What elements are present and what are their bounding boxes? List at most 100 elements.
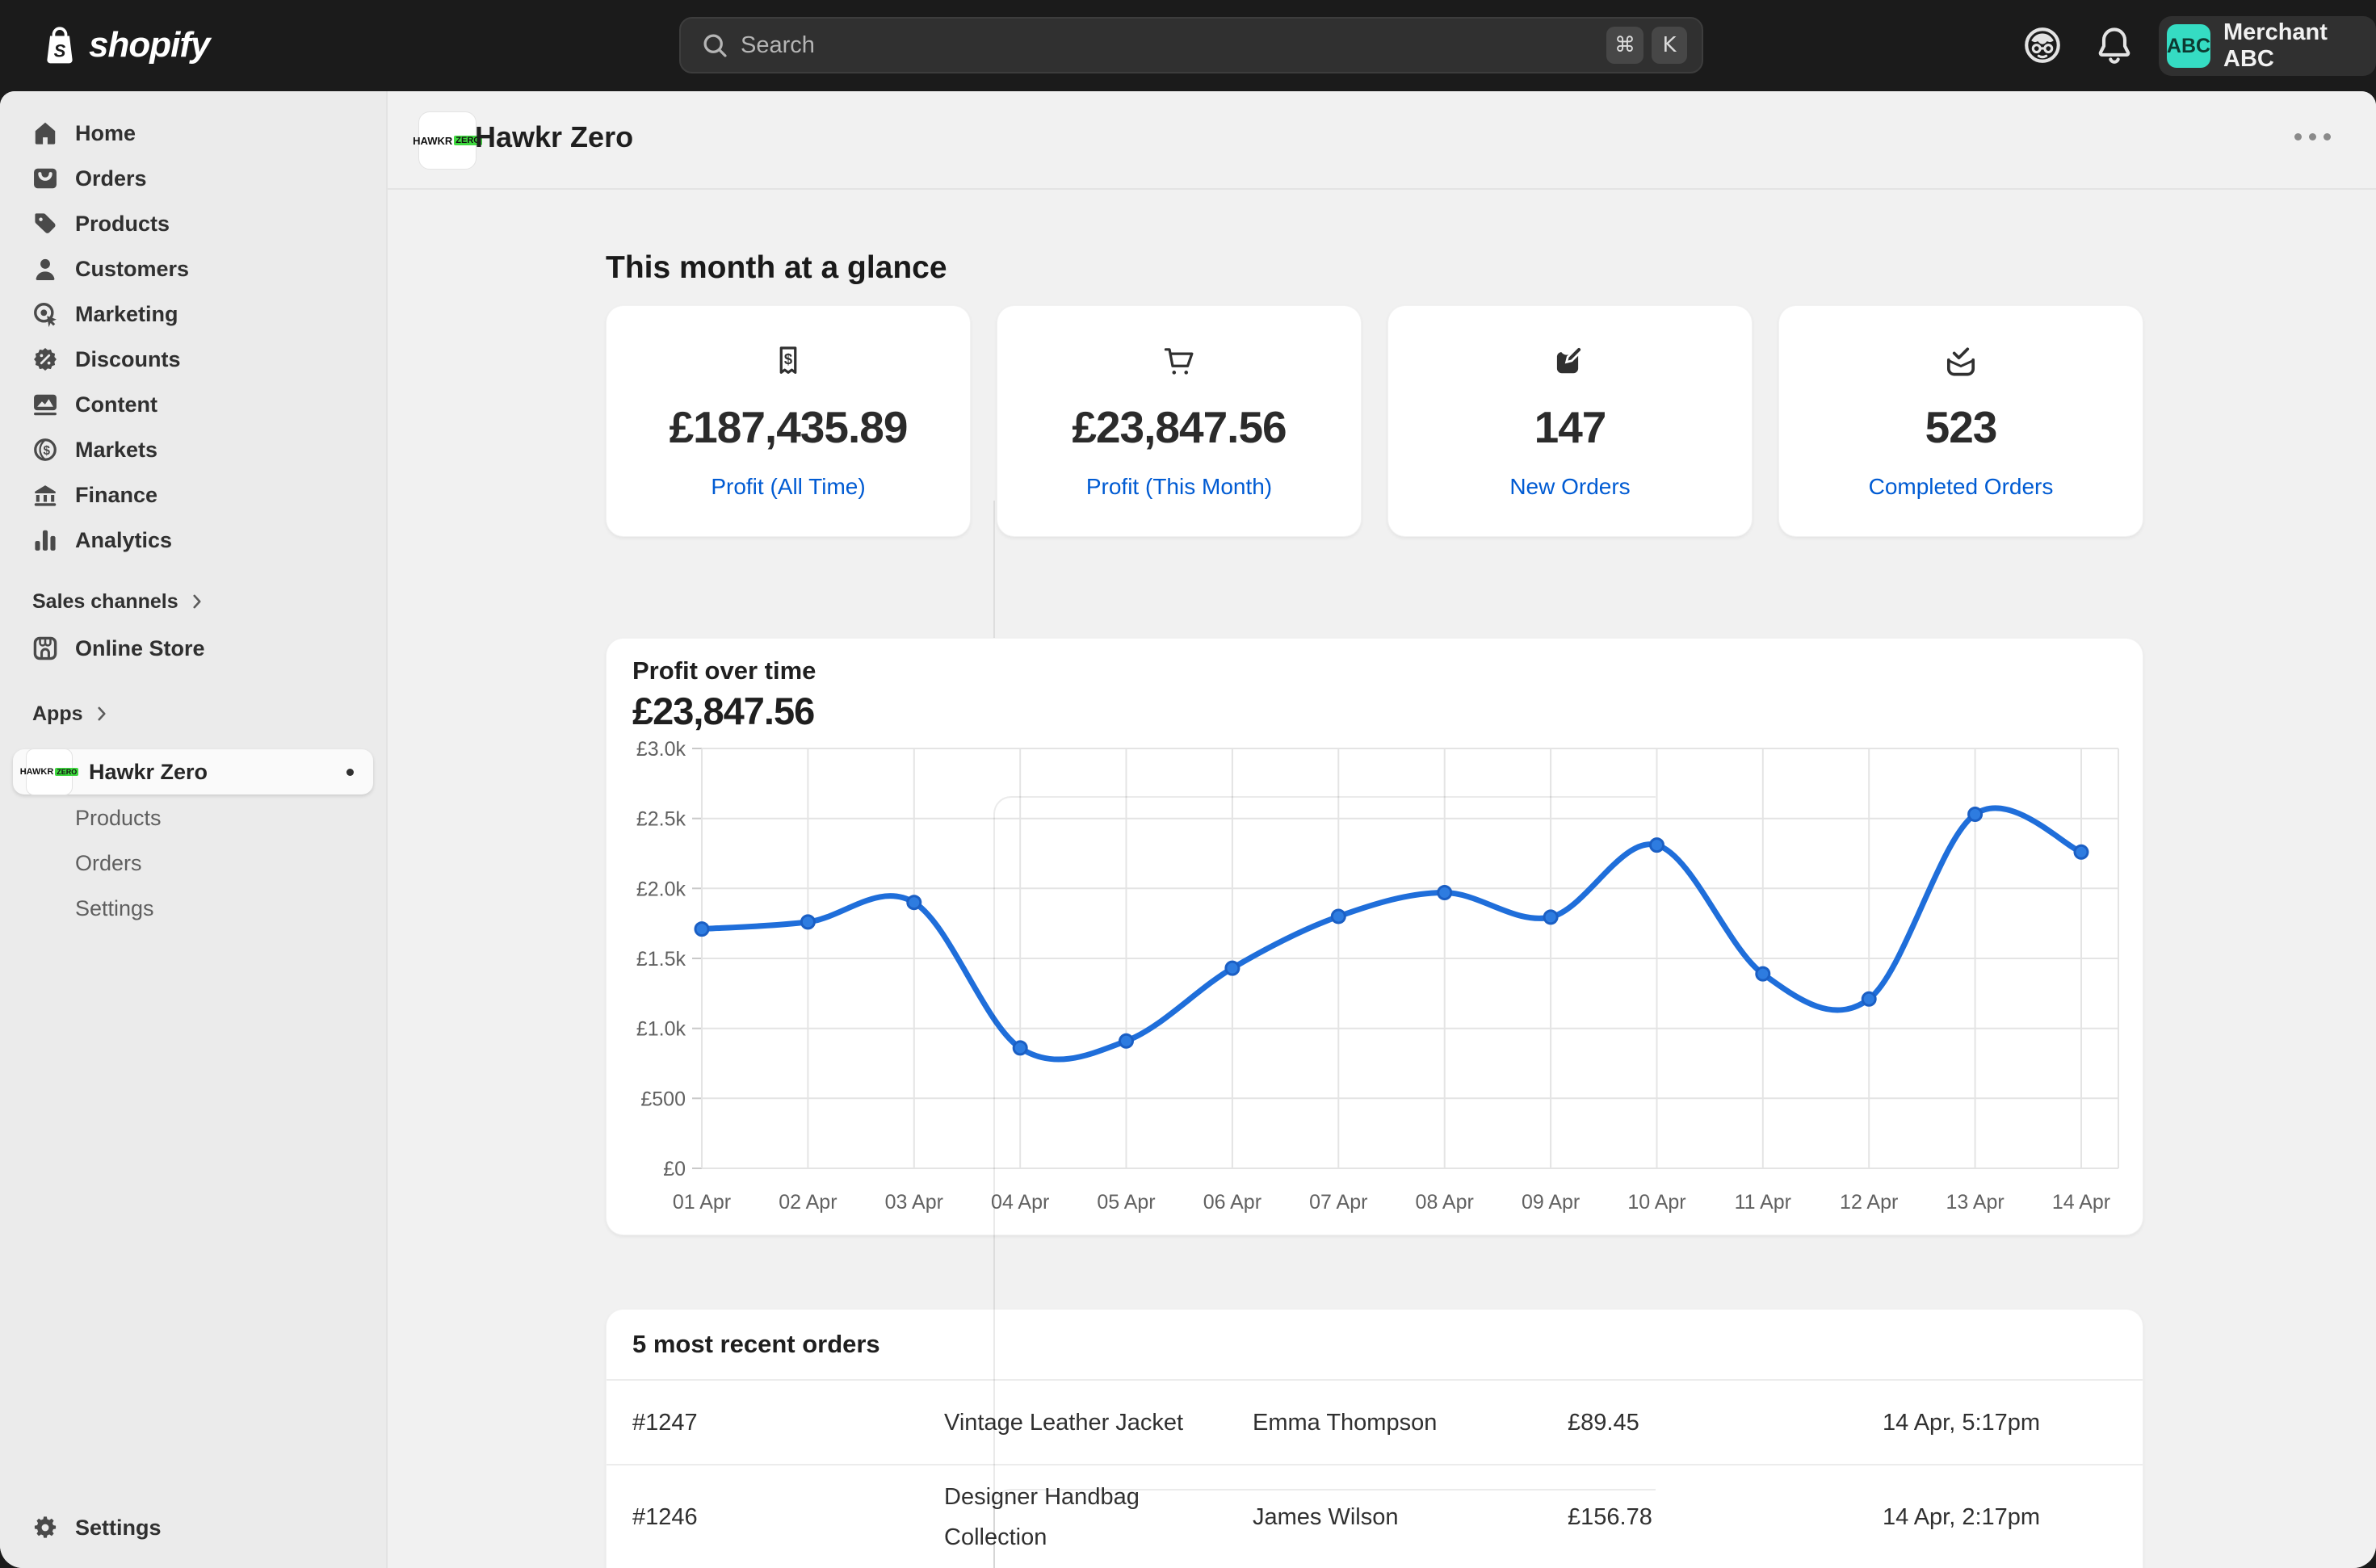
sidebar-subitem-orders[interactable]: Orders (13, 841, 373, 886)
stat-value: 147 (1534, 401, 1607, 452)
search-placeholder: Search (741, 31, 815, 58)
page-header: HAWKR ZERO Hawkr Zero (388, 91, 2376, 190)
sidebar-section-sales-channels[interactable]: Sales channels (32, 581, 208, 622)
sidebar-item-hawkr-zero[interactable]: HAWKR ZERO Hawkr Zero (13, 748, 373, 795)
sidebar-item-label: Finance (75, 482, 158, 507)
merchant-account-button[interactable]: ABC Merchant ABC (2159, 16, 2376, 76)
sidebar-item-online-store-wrap: Online Store (0, 626, 386, 671)
sidebar-nav: Home Orders Products Customers Marketing Disc… (0, 111, 386, 563)
notification-dot (346, 768, 354, 776)
stat-card-profit-this-month-: £23,847.56 Profit (This Month) (997, 305, 1362, 537)
sidebar-item-label: Orders (75, 166, 147, 191)
svg-text:09 Apr: 09 Apr (1522, 1191, 1580, 1214)
sidebar-item-markets[interactable]: $ Markets (13, 427, 373, 472)
search-input[interactable]: Search ⌘ K (679, 17, 1703, 73)
chart-total-value: £23,847.56 (632, 690, 815, 732)
hawkr-zero-label: Hawkr Zero (89, 759, 208, 784)
svg-text:£2.0k: £2.0k (636, 878, 686, 900)
orders-title: 5 most recent orders (632, 1330, 880, 1358)
sidebar-subitem-products[interactable]: Products (13, 795, 373, 841)
order-date: 14 Apr, 2:17pm (1883, 1504, 2041, 1530)
sidebar-subitem-label: Orders (75, 850, 142, 875)
apps-label: Apps (32, 702, 83, 725)
svg-text:02 Apr: 02 Apr (779, 1191, 837, 1214)
topbar: S shopify Search ⌘ K ABC Merchant ABC (0, 0, 2376, 91)
svg-text:07 Apr: 07 Apr (1309, 1191, 1367, 1214)
svg-text:12 Apr: 12 Apr (1840, 1191, 1898, 1214)
stat-card-profit-all-time-: $ £187,435.89 Profit (All Time) (606, 305, 971, 537)
svg-text:$: $ (784, 350, 792, 367)
home-icon (31, 119, 59, 147)
order-id: #1246 (632, 1504, 698, 1530)
analytics-icon (31, 526, 59, 554)
kbd-k: K (1652, 27, 1687, 64)
sidebar-item-label: Home (75, 120, 136, 145)
orders-table: #1247 Vintage Leather Jacket Emma Thompson… (607, 1379, 2143, 1568)
stat-link[interactable]: Profit (This Month) (1085, 473, 1273, 499)
stat-card-new-orders: 147 New Orders (1387, 305, 1753, 537)
stat-value: £187,435.89 (669, 401, 909, 452)
hawkr-zero-app-icon: HAWKR ZERO (20, 748, 79, 795)
sidebar-item-marketing[interactable]: Marketing (13, 291, 373, 337)
svg-text:05 Apr: 05 Apr (1097, 1191, 1155, 1214)
cart-icon (1161, 343, 1198, 380)
order-check-icon (1942, 343, 1979, 380)
shopify-wordmark: shopify (89, 25, 210, 65)
order-price: £156.78 (1568, 1504, 1652, 1530)
search-icon (700, 31, 729, 60)
sidebar-item-analytics[interactable]: Analytics (13, 518, 373, 563)
svg-text:14 Apr: 14 Apr (2052, 1191, 2110, 1214)
sidebar-item-finance[interactable]: Finance (13, 472, 373, 518)
svg-text:£0: £0 (663, 1158, 686, 1180)
svg-text:£2.5k: £2.5k (636, 808, 686, 831)
stat-cards-row: $ £187,435.89 Profit (All Time) £23,847.56 P… (606, 305, 2143, 537)
sidebar-item-products[interactable]: Products (13, 201, 373, 246)
sidebar-item-settings-wrap: Settings (0, 1505, 386, 1550)
stat-link[interactable]: New Orders (1509, 473, 1631, 499)
content-icon (31, 391, 59, 418)
sidebar-item-orders[interactable]: Orders (13, 156, 373, 201)
more-menu-icon[interactable] (2294, 133, 2331, 140)
sidebar-subitem-label: Settings (75, 895, 154, 920)
chevron-right-icon (187, 591, 208, 612)
shopify-bag-icon: S (39, 22, 81, 69)
sidebar-item-settings[interactable]: Settings (13, 1505, 373, 1550)
sidebar-item-label: Markets (75, 437, 158, 462)
svg-text:01 Apr: 01 Apr (673, 1191, 731, 1214)
sidekick-assistant-icon[interactable] (2021, 24, 2063, 66)
sidebar-item-customers[interactable]: Customers (13, 246, 373, 291)
notifications-bell-icon[interactable] (2093, 24, 2135, 66)
stat-value: 523 (1925, 401, 1998, 452)
sidebar-item-label: Analytics (75, 527, 173, 552)
products-icon (31, 210, 59, 237)
order-id: #1247 (632, 1409, 698, 1436)
stat-link[interactable]: Completed Orders (1868, 473, 2054, 499)
svg-text:03 Apr: 03 Apr (885, 1191, 943, 1214)
sidebar-item-home[interactable]: Home (13, 111, 373, 156)
chart-title: Profit over time (632, 656, 816, 685)
shopify-logo[interactable]: S shopify (39, 19, 210, 71)
store-icon (31, 635, 59, 662)
finance-icon (31, 481, 59, 509)
sidebar-subitem-settings[interactable]: Settings (13, 886, 373, 931)
sidebar-item-label: Content (75, 392, 157, 417)
svg-text:11 Apr: 11 Apr (1735, 1191, 1791, 1214)
stat-link[interactable]: Profit (All Time) (711, 473, 866, 499)
merchant-avatar: ABC (2167, 24, 2210, 68)
sidebar-item-online-store[interactable]: Online Store (13, 626, 373, 671)
sidebar-item-content[interactable]: Content (13, 382, 373, 427)
stat-card-completed-orders: 523 Completed Orders (1778, 305, 2143, 537)
svg-text:$: $ (43, 444, 50, 458)
sidebar: Home Orders Products Customers Marketing Disc… (0, 91, 388, 1568)
svg-text:S: S (54, 41, 66, 61)
sidebar-item-label: Products (75, 211, 170, 236)
svg-text:£1.0k: £1.0k (636, 1018, 686, 1041)
svg-text:06 Apr: 06 Apr (1203, 1191, 1261, 1214)
sidebar-item-label: Online Store (75, 635, 205, 660)
main-area: HAWKR ZERO Hawkr Zero This month at a gla… (388, 91, 2376, 1568)
sidebar-item-discounts[interactable]: Discounts (13, 337, 373, 382)
sidebar-item-label: Customers (75, 256, 190, 281)
sidebar-section-apps[interactable]: Apps (32, 694, 112, 734)
order-row-1247: #1247 Vintage Leather Jacket Emma Thompson… (607, 1379, 2143, 1464)
